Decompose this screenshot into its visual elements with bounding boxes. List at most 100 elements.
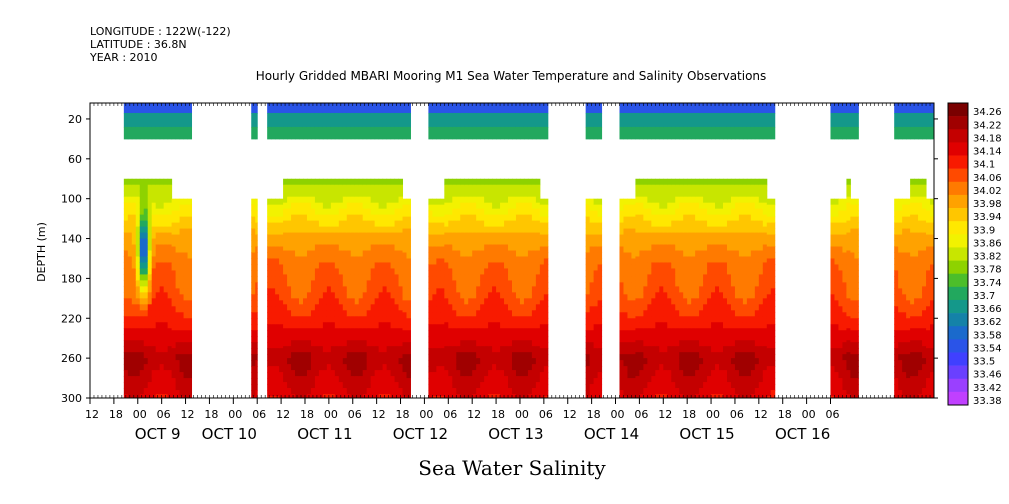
salinity-cell bbox=[663, 184, 668, 192]
salinity-cell bbox=[283, 304, 288, 311]
salinity-cell bbox=[370, 214, 376, 222]
salinity-cell bbox=[131, 376, 137, 383]
salinity-cell bbox=[346, 352, 352, 359]
salinity-cell bbox=[251, 246, 256, 253]
salinity-cell bbox=[734, 274, 740, 281]
salinity-cell bbox=[742, 334, 748, 341]
salinity-cell bbox=[726, 328, 732, 335]
salinity-cell bbox=[187, 210, 193, 218]
salinity-cell bbox=[512, 388, 517, 395]
salinity-cell bbox=[283, 346, 288, 353]
salinity-cell bbox=[762, 358, 768, 365]
salinity-cell bbox=[707, 322, 712, 329]
salinity-cell bbox=[623, 336, 628, 343]
salinity-cell bbox=[527, 126, 533, 140]
salinity-cell bbox=[255, 222, 258, 230]
salinity-cell bbox=[643, 310, 648, 317]
salinity-cell bbox=[663, 370, 668, 377]
salinity-cell bbox=[746, 346, 752, 353]
salinity-cell bbox=[398, 370, 404, 377]
salinity-cell bbox=[703, 238, 708, 246]
salinity-cell bbox=[691, 190, 696, 198]
salinity-cell bbox=[472, 226, 477, 234]
salinity-cell bbox=[291, 340, 296, 347]
salinity-cell bbox=[488, 382, 493, 389]
salinity-cell bbox=[155, 388, 161, 395]
salinity-cell bbox=[746, 226, 752, 234]
salinity-cell bbox=[639, 214, 644, 222]
salinity-cell bbox=[251, 336, 256, 343]
salinity-cell bbox=[750, 274, 756, 281]
salinity-cell bbox=[492, 262, 497, 269]
salinity-cell bbox=[659, 274, 664, 281]
salinity-cell bbox=[436, 384, 441, 391]
salinity-cell bbox=[523, 238, 529, 246]
salinity-cell bbox=[302, 316, 308, 323]
salinity-cell bbox=[707, 340, 712, 347]
salinity-cell bbox=[492, 256, 497, 263]
salinity-cell bbox=[175, 126, 181, 140]
salinity-cell bbox=[334, 328, 340, 335]
salinity-cell bbox=[730, 238, 736, 246]
salinity-cell bbox=[754, 280, 760, 287]
salinity-cell bbox=[135, 244, 141, 251]
salinity-cell bbox=[271, 240, 276, 248]
salinity-cell bbox=[151, 274, 157, 281]
salinity-cell bbox=[468, 126, 473, 140]
salinity-cell bbox=[488, 214, 493, 222]
salinity-cell bbox=[287, 370, 292, 377]
salinity-cell bbox=[310, 310, 316, 317]
salinity-cell bbox=[504, 394, 509, 399]
salinity-cell bbox=[730, 364, 736, 371]
salinity-cell bbox=[314, 184, 320, 192]
salinity-cell bbox=[508, 394, 513, 399]
salinity-cell bbox=[703, 126, 708, 140]
salinity-cell bbox=[346, 304, 352, 311]
salinity-cell bbox=[687, 388, 692, 395]
salinity-cell bbox=[310, 226, 316, 234]
salinity-cell bbox=[183, 103, 189, 114]
salinity-cell bbox=[374, 388, 380, 395]
salinity-cell bbox=[523, 292, 529, 299]
salinity-cell bbox=[659, 226, 664, 234]
salinity-cell bbox=[314, 328, 320, 335]
salinity-cell bbox=[651, 220, 656, 228]
salinity-cell bbox=[464, 364, 469, 371]
salinity-cell bbox=[283, 196, 288, 204]
salinity-cell bbox=[354, 103, 360, 114]
salinity-cell bbox=[406, 234, 411, 242]
salinity-cell bbox=[468, 304, 473, 311]
salinity-cell bbox=[378, 214, 384, 222]
salinity-cell bbox=[456, 292, 461, 299]
salinity-cell bbox=[460, 274, 465, 281]
salinity-cell bbox=[354, 190, 360, 198]
salinity-cell bbox=[143, 262, 149, 269]
salinity-cell bbox=[267, 294, 272, 301]
salinity-cell bbox=[187, 282, 193, 289]
salinity-cell bbox=[267, 210, 272, 218]
salinity-cell bbox=[667, 226, 672, 234]
salinity-cell bbox=[707, 214, 712, 222]
salinity-cell bbox=[519, 268, 525, 275]
salinity-cell bbox=[515, 382, 521, 389]
salinity-cell bbox=[719, 103, 724, 114]
salinity-cell bbox=[267, 312, 272, 319]
salinity-cell bbox=[448, 226, 453, 234]
salinity-cell bbox=[255, 240, 258, 248]
salinity-cell bbox=[464, 196, 469, 204]
salinity-cell bbox=[440, 342, 445, 349]
salinity-cell bbox=[635, 184, 640, 192]
salinity-cell bbox=[342, 358, 348, 365]
salinity-cell bbox=[398, 292, 404, 299]
salinity-cell bbox=[330, 126, 336, 140]
salinity-cell bbox=[711, 232, 716, 240]
salinity-cell bbox=[390, 382, 396, 389]
salinity-cell bbox=[151, 382, 157, 389]
salinity-cell bbox=[758, 322, 764, 329]
salinity-cell bbox=[163, 126, 169, 140]
salinity-cell bbox=[723, 178, 728, 186]
salinity-cell bbox=[374, 286, 380, 293]
salinity-cell bbox=[163, 226, 169, 234]
salinity-cell bbox=[726, 388, 732, 395]
salinity-cell bbox=[719, 382, 724, 389]
